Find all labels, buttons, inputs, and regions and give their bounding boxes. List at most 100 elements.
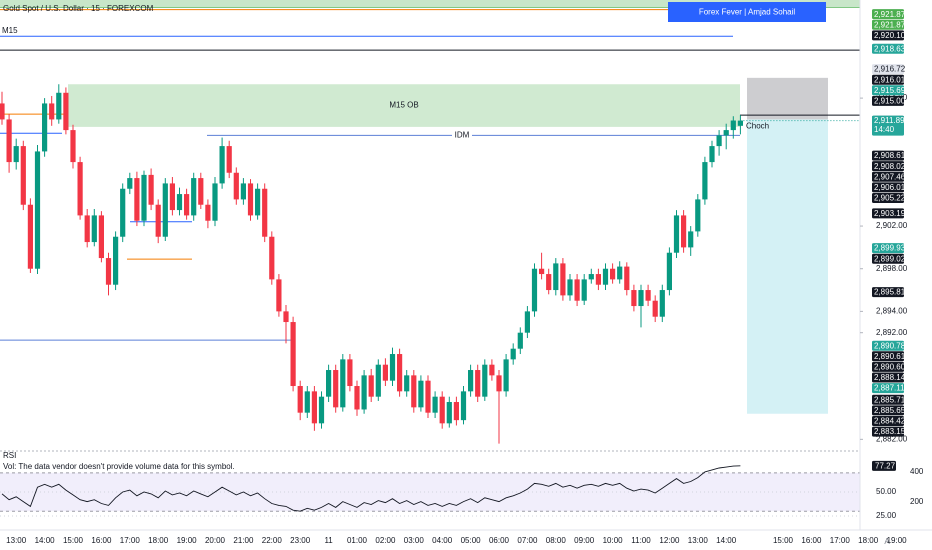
watermark: Forex Fever | Amjad Sohail xyxy=(699,8,796,17)
rsi-last-label: 77.27 xyxy=(875,461,896,470)
candle-body xyxy=(0,103,5,120)
candle-body xyxy=(13,146,19,163)
price-badge-label: 2,887.11 xyxy=(874,384,905,393)
x-tick-label: 03:00 xyxy=(404,536,425,545)
candle-body xyxy=(212,183,218,221)
price-badge xyxy=(872,372,904,383)
candle-body xyxy=(397,354,403,392)
x-tick-label: 19:00 xyxy=(887,536,908,545)
candle-body xyxy=(98,215,104,259)
x-tick-label: 13:00 xyxy=(6,536,27,545)
candle-body xyxy=(219,146,225,184)
candle-body xyxy=(354,386,360,410)
candle-body xyxy=(6,119,12,163)
candle-body xyxy=(340,359,346,408)
y-tick-label: 2,892.00 xyxy=(876,328,908,337)
price-badge xyxy=(872,405,904,416)
price-badge xyxy=(872,171,904,182)
candle-body xyxy=(432,396,438,413)
rsi-title: RSI xyxy=(3,451,16,460)
candle-body xyxy=(638,290,644,307)
y-tick-label: 2,882.00 xyxy=(876,434,908,443)
x-tick-label: 15:00 xyxy=(773,536,794,545)
price-badge xyxy=(872,182,904,193)
x-tick-label: 10:00 xyxy=(603,536,624,545)
choch-label: Choch xyxy=(746,122,769,131)
candle-body xyxy=(283,311,289,323)
candle-body xyxy=(411,375,417,408)
x-tick-label: 12:00 xyxy=(659,536,680,545)
x-tick-label: 22:00 xyxy=(262,536,283,545)
candle-body xyxy=(155,204,161,237)
x-tick-label: 16:00 xyxy=(91,536,112,545)
candle-body xyxy=(382,364,388,381)
price-badge xyxy=(872,43,904,54)
price-badge xyxy=(872,85,904,96)
candle-body xyxy=(702,162,708,200)
right-scale-label: 200 xyxy=(910,497,924,506)
price-badge-label: 2,908.61 xyxy=(874,151,906,160)
candle-body xyxy=(681,215,687,248)
candle-body xyxy=(169,183,175,211)
candle-body xyxy=(524,311,530,333)
price-badge-label: 2,899.02 xyxy=(874,254,906,263)
candle-body xyxy=(347,359,353,387)
candle-body xyxy=(581,279,587,301)
candle-body xyxy=(176,194,183,211)
candle-body xyxy=(56,92,62,120)
x-tick-label: 17:00 xyxy=(120,536,141,545)
candle-body xyxy=(531,268,538,312)
candle-body xyxy=(290,322,296,387)
candle-body xyxy=(20,146,26,205)
candle-body xyxy=(489,364,495,376)
price-badge-label: 2,915.00 xyxy=(874,97,906,106)
candle-body xyxy=(134,178,140,221)
candle-body xyxy=(297,386,303,413)
candle-body xyxy=(709,146,715,163)
candle-body xyxy=(716,135,722,147)
right-scale-label: 400 xyxy=(910,467,924,476)
price-badge-label: 2,890.78 xyxy=(874,341,906,350)
candle-body xyxy=(226,146,232,173)
x-tick-label: 02:00 xyxy=(375,536,396,545)
auto-scale[interactable]: A xyxy=(884,537,890,546)
price-badge xyxy=(872,161,904,172)
x-tick-label: 17:00 xyxy=(830,536,851,545)
candle-body xyxy=(553,263,559,291)
price-badge xyxy=(872,415,904,426)
candle-body xyxy=(560,263,566,296)
candle-body xyxy=(546,274,552,291)
candle-body xyxy=(645,290,651,301)
candle-body xyxy=(588,274,594,280)
candle-body xyxy=(276,279,282,312)
price-badge xyxy=(872,64,904,75)
candle-body xyxy=(311,391,317,424)
price-badge-label: 2,884.42 xyxy=(874,417,906,426)
candle-body xyxy=(425,380,431,413)
candle-body xyxy=(141,174,147,221)
rsi-pane: 50.00 25.00 RSI Vol: The data vendor doesn'… xyxy=(0,450,924,520)
candle-body xyxy=(475,370,481,397)
price-badge-label: 2,890.61 xyxy=(874,352,906,361)
last-label: 2,911.89 xyxy=(874,116,905,125)
rsi-last-badge xyxy=(872,460,896,471)
candle-body xyxy=(240,183,246,200)
candle-body xyxy=(255,188,261,216)
price-badge-label: 2,921.87 xyxy=(874,20,906,29)
price-badge xyxy=(872,208,904,219)
candle-body xyxy=(610,268,616,280)
price-badge xyxy=(872,287,904,298)
candle-body xyxy=(574,279,580,301)
x-tick-label: 14:00 xyxy=(716,536,737,545)
zone xyxy=(747,77,828,120)
candle-body xyxy=(162,183,168,237)
candle-body xyxy=(659,290,665,317)
symbol: Gold Spot / U.S. Dollar · 15 · FOREXCOM xyxy=(3,4,154,13)
price-badge xyxy=(872,253,904,264)
price-badge-label: 2,916.72 xyxy=(874,65,906,74)
price-badge-label: 2,903.19 xyxy=(874,209,906,218)
candle-body xyxy=(113,236,119,285)
x-tick-label: 09:00 xyxy=(574,536,595,545)
price-badge-label: 2,916.01 xyxy=(874,75,906,84)
